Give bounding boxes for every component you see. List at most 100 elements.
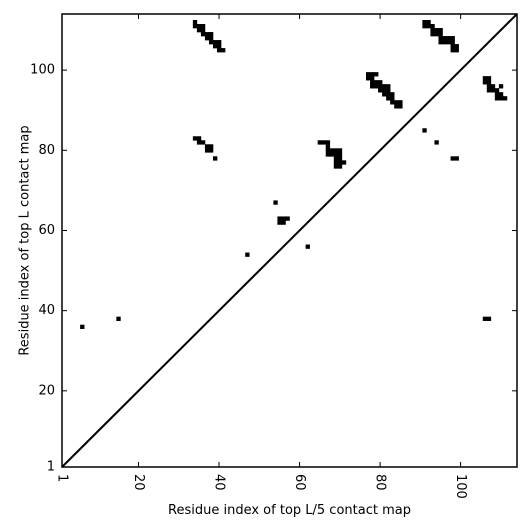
contact-cell — [200, 32, 206, 37]
contact-cell — [204, 32, 210, 37]
contact-cell — [370, 84, 375, 89]
y-tick-label: 60 — [38, 223, 55, 238]
contact-cell — [494, 88, 500, 93]
contact-cell — [386, 96, 391, 101]
contact-cell — [426, 20, 431, 25]
contact-cell — [321, 140, 327, 145]
contact-cell — [430, 32, 435, 37]
contact-cell — [378, 80, 383, 85]
contact-cell — [200, 24, 206, 29]
y-axis-ticks: 1 20 40 60 80 100 — [30, 63, 517, 475]
contact-cell — [192, 136, 198, 141]
contact-cell — [208, 32, 214, 37]
contact-cell — [213, 156, 218, 161]
contact-cell — [490, 88, 496, 93]
x-axis-label: Residue index of top L/5 contact map — [168, 503, 411, 518]
contact-cell — [325, 148, 331, 153]
contact-cell — [196, 140, 202, 145]
contact-cell — [434, 140, 439, 145]
y-tick-label: 40 — [38, 303, 55, 318]
y-tick-label: 80 — [38, 143, 55, 158]
contact-cell — [482, 316, 488, 321]
contact-cell — [498, 96, 504, 101]
contact-cell — [422, 20, 427, 25]
contact-cell — [370, 76, 375, 81]
contact-cell — [366, 72, 371, 77]
contact-cell — [482, 80, 488, 85]
contact-cell — [374, 84, 379, 89]
contact-cell — [204, 148, 210, 153]
contact-cell — [116, 316, 121, 321]
contact-cell — [204, 144, 210, 149]
contact-cell — [285, 216, 290, 221]
contact-cell — [337, 148, 343, 153]
contact-cell — [390, 92, 395, 97]
contact-cell — [370, 80, 375, 85]
contact-cell — [281, 220, 286, 225]
contact-cell — [281, 216, 286, 221]
contact-cell — [498, 84, 504, 89]
contact-cell — [450, 36, 455, 41]
contact-cell — [378, 88, 383, 93]
contact-cell — [394, 100, 399, 105]
contact-cell — [325, 144, 331, 149]
contact-cell — [422, 24, 427, 29]
contact-cell — [200, 28, 206, 33]
contact-cell — [329, 148, 335, 153]
y-tick-label: 1 — [47, 460, 55, 475]
contact-cell — [446, 36, 451, 41]
contact-cell — [277, 216, 282, 221]
contact-cell — [382, 88, 387, 93]
contact-cell — [486, 84, 492, 89]
contact-cell — [394, 104, 399, 109]
contact-cell — [333, 152, 339, 157]
contact-cell — [390, 96, 395, 101]
contact-cell — [305, 244, 310, 249]
contact-cell — [208, 148, 214, 153]
contact-cell — [438, 40, 443, 45]
contact-cell — [382, 92, 387, 97]
contact-cell — [422, 128, 427, 133]
contact-cell — [217, 40, 222, 45]
contact-cell — [486, 316, 492, 321]
contact-cell — [221, 48, 226, 53]
contact-cell — [213, 44, 218, 49]
contact-cell — [390, 100, 395, 105]
contact-cell — [217, 48, 222, 53]
contact-cell — [438, 32, 443, 37]
contact-cell — [486, 80, 492, 85]
contact-cell — [213, 40, 218, 45]
contact-cell — [386, 88, 391, 93]
contact-cell — [333, 160, 339, 165]
contact-cell — [196, 28, 202, 33]
contact-cell — [192, 24, 198, 29]
contact-cell — [450, 156, 455, 161]
contact-cell — [208, 36, 214, 41]
contact-cell — [486, 88, 492, 93]
contact-cell — [200, 140, 206, 145]
contact-cell — [245, 252, 250, 257]
contact-cell — [370, 72, 375, 77]
contact-cell — [317, 140, 323, 145]
contact-cell — [386, 92, 391, 97]
contact-cell — [196, 136, 202, 141]
contact-cell — [486, 76, 492, 81]
contact-cell — [442, 40, 447, 45]
plot-frame — [61, 13, 518, 468]
x-tick-label: 20 — [131, 474, 146, 491]
contact-cell — [374, 72, 379, 77]
contact-cell — [204, 36, 210, 41]
contact-cell — [337, 160, 343, 165]
x-tick-label: 40 — [212, 474, 227, 491]
x-tick-label: 1 — [55, 474, 70, 482]
contact-cell — [208, 144, 214, 149]
contact-cell — [442, 36, 447, 41]
x-tick-label: 80 — [373, 474, 388, 491]
contact-cell — [325, 152, 331, 157]
contact-cell — [196, 24, 202, 29]
contact-cell — [277, 220, 282, 225]
contact-cell — [454, 156, 459, 161]
contact-cell — [450, 48, 455, 53]
contact-cell — [398, 104, 403, 109]
